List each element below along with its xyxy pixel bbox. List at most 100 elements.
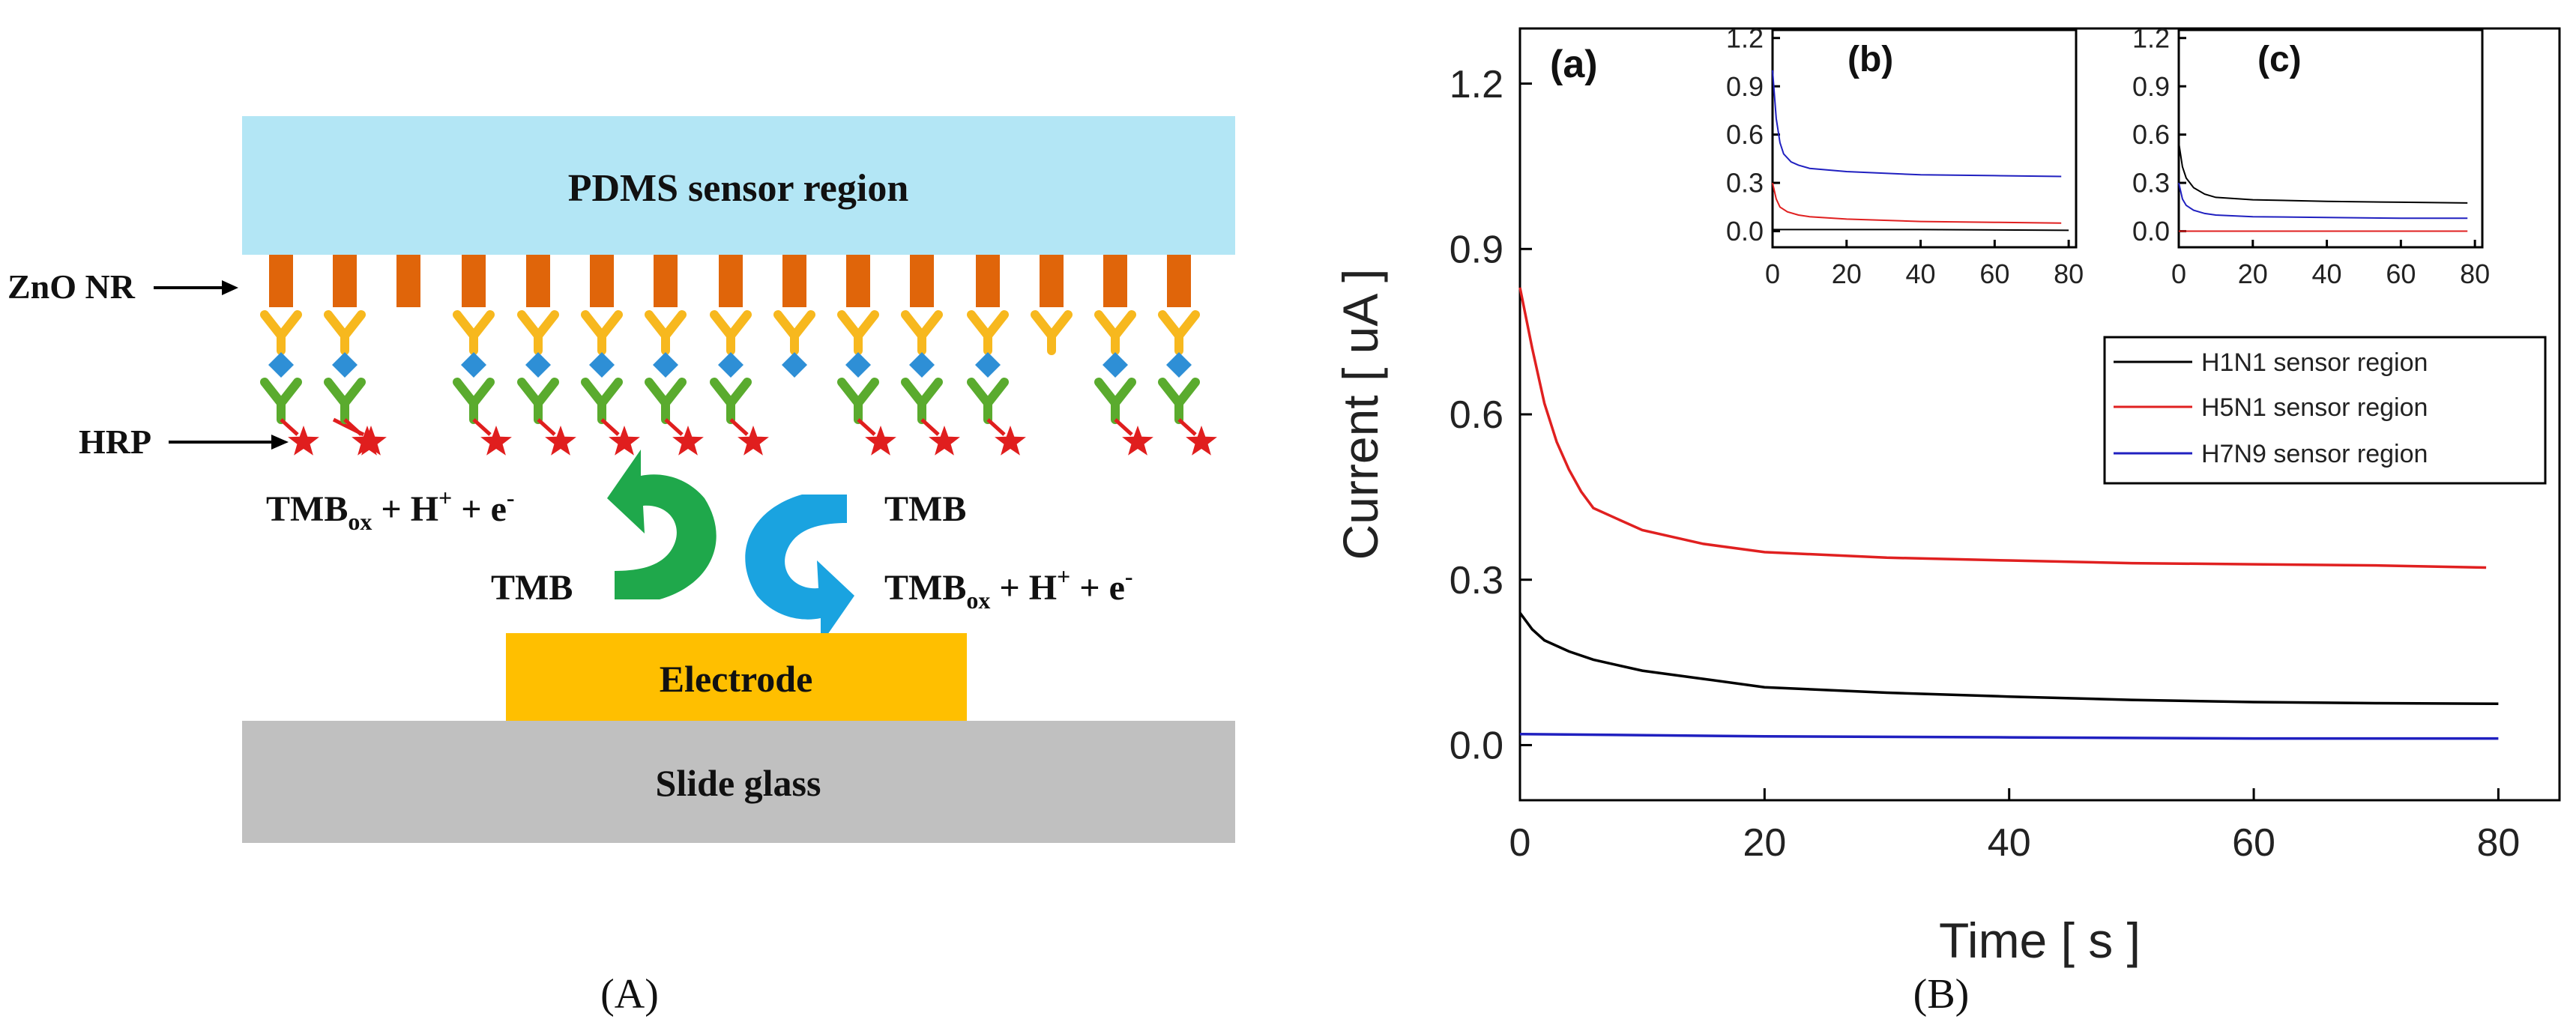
- panel-a-schematic: PDMS sensor region ZnO NR HRP TMBox + H+…: [7, 116, 1235, 1018]
- hrp-linker: [537, 418, 556, 436]
- inset_b-ytick-label: 0.6: [1726, 119, 1764, 150]
- inset_b-xtick-label: 20: [1832, 258, 1862, 289]
- detection-antibody: [967, 378, 1009, 424]
- chart-inset-c: 0 20 40 60 80 0.0 0.3 0.6 0.9 1.2 (c): [2132, 22, 2490, 289]
- hrp-star: [737, 426, 769, 456]
- pdms-label: PDMS sensor region: [568, 167, 909, 210]
- zno-rod: [396, 255, 420, 307]
- antigen: [975, 352, 1001, 378]
- hrp-linker: [600, 418, 620, 436]
- detection-antibody: [581, 378, 623, 424]
- inset_c-ytick-label: 0.0: [2132, 216, 2170, 247]
- inset_b-frame: [1771, 28, 2078, 249]
- inset_c-ytick-label: 0.6: [2132, 119, 2170, 150]
- antigen: [525, 352, 551, 378]
- hrp-linker: [857, 418, 876, 436]
- inset_c-ytick-label: 1.2: [2132, 22, 2170, 53]
- inset_c-xtick-label: 80: [2460, 258, 2490, 289]
- inset_c-xtick-label: 60: [2386, 258, 2416, 289]
- capture-antibody: [581, 310, 623, 355]
- main-xtick-label: 20: [1743, 821, 1786, 865]
- antigen: [1103, 352, 1128, 378]
- main-series-h5n1: [1518, 287, 2487, 569]
- capture-antibody: [324, 310, 366, 355]
- capture-antibody: [710, 310, 752, 355]
- legend-label-h1n1: H1N1 sensor region: [2201, 348, 2428, 377]
- hrp-pointer-arrowhead: [271, 435, 289, 450]
- zno-rod: [782, 255, 806, 307]
- inset_c-series-h1n1: [2178, 142, 2468, 204]
- chart-inset-b: 0 20 40 60 80 0.0 0.3 0.6 0.9 1.2 (b): [1726, 22, 2084, 289]
- panel-b-caption: (B): [1913, 971, 1970, 1018]
- panel-b-chart: 0 20 40 60 80 0.0 0.3 0.6 0.9 1.2 (a) Time [ s ] Cur…: [1333, 22, 2561, 1018]
- hrp-linker: [1114, 418, 1133, 436]
- detection-antibody: [710, 378, 752, 424]
- hrp-star: [545, 426, 576, 456]
- panel-a-caption: (A): [600, 971, 659, 1018]
- hrp-linker: [1177, 418, 1197, 436]
- hrp-star: [1122, 426, 1153, 456]
- antigen: [653, 352, 678, 378]
- inset_c-xtick-label: 0: [2171, 258, 2186, 289]
- pdms-sensor-region: [242, 116, 1235, 255]
- reaction-left-bottom: TMB: [491, 568, 573, 608]
- capture-antibody: [1158, 310, 1200, 355]
- hrp-linker: [472, 418, 492, 436]
- inset_c-xtick-label: 20: [2238, 258, 2268, 289]
- capture-antibody: [1031, 310, 1073, 355]
- hrp-linker: [343, 418, 363, 436]
- inset_b-xtick-label: 80: [2054, 258, 2084, 289]
- hrp-star: [480, 426, 512, 456]
- hrp-star: [865, 426, 896, 456]
- hrp-linker: [729, 418, 749, 436]
- slide-glass: [242, 721, 1235, 843]
- antigen: [268, 352, 294, 378]
- capture-antibody: [901, 310, 943, 355]
- electrode: [506, 633, 967, 721]
- hrp-linker: [664, 418, 684, 436]
- zno-nanorods: [260, 255, 1217, 456]
- detection-antibody: [645, 378, 687, 424]
- hrp-star: [1186, 426, 1217, 456]
- main-xtick-label: 40: [1988, 821, 2031, 865]
- main-ytick-label: 0.9: [1450, 228, 1503, 271]
- inset_b-ytick-label: 0.9: [1726, 71, 1764, 102]
- zno-rod: [590, 255, 614, 307]
- detection-antibody: [901, 378, 943, 424]
- hrp-linker: [280, 418, 299, 436]
- antigen: [845, 352, 871, 378]
- main-ytick-label: 0.6: [1450, 393, 1503, 437]
- hrp-linker: [986, 418, 1006, 436]
- detection-antibody: [324, 378, 366, 424]
- reaction-right-bottom: TMBox + H+ + e-: [884, 563, 1133, 614]
- antigen: [1166, 352, 1192, 378]
- inset_c-panel-label: (c): [2257, 40, 2302, 79]
- detection-antibody: [1094, 378, 1136, 424]
- antigen: [782, 352, 807, 378]
- capture-antibody: [645, 310, 687, 355]
- detection-antibody: [517, 378, 559, 424]
- capture-antibody: [967, 310, 1009, 355]
- zno-rod: [526, 255, 550, 307]
- zno-rod: [654, 255, 678, 307]
- hrp-star: [352, 426, 383, 456]
- legend-label-h7n9: H7N9 sensor region: [2201, 440, 2428, 468]
- zno-rod: [1040, 255, 1064, 307]
- antigen: [909, 352, 935, 378]
- detection-antibody: [260, 378, 302, 424]
- hrp-star: [672, 426, 704, 456]
- zno-rod: [976, 255, 1000, 307]
- green-curved-arrow: [607, 450, 717, 599]
- legend: H1N1 sensor region H5N1 sensor region H7…: [2103, 336, 2547, 485]
- zno-label: ZnO NR: [7, 267, 136, 306]
- reaction-right-top: TMB: [884, 489, 966, 529]
- zno-rod: [910, 255, 934, 307]
- main-xtick-label: 80: [2476, 821, 2520, 865]
- zno-rod: [333, 255, 357, 307]
- reaction-left-top: TMBox + H+ + e-: [266, 484, 515, 535]
- inset_c-ytick-label: 0.3: [2132, 168, 2170, 199]
- inset_b-xtick-label: 40: [1906, 258, 1936, 289]
- inset_b-panel-label: (b): [1847, 40, 1893, 79]
- inset_b-xtick-label: 0: [1765, 258, 1780, 289]
